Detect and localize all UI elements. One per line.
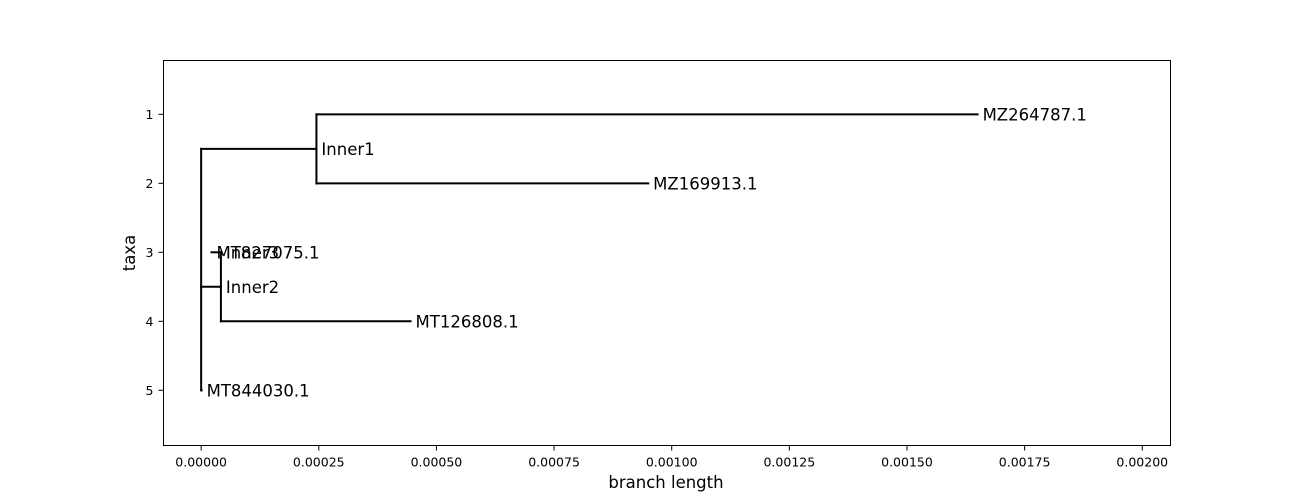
y-tick-label: 5 — [146, 383, 154, 398]
plot-area — [163, 60, 1171, 446]
x-tick-label: 0.00075 — [528, 455, 580, 470]
x-axis-ticks: 0.00000 0.00025 0.00050 0.00075 0.00100 0.001… — [175, 445, 1168, 470]
node-label-Inner2: Inner2 — [226, 278, 279, 297]
y-axis-label: taxa — [120, 235, 139, 271]
node-label-MT126808.1: MT126808.1 — [416, 312, 519, 331]
node-label-MZ169913.1: MZ169913.1 — [653, 174, 757, 193]
node-label-MZ264787.1: MZ264787.1 — [983, 105, 1087, 124]
x-tick-label: 0.00000 — [175, 455, 227, 470]
node-label-Inner3: Inner3 — [226, 243, 279, 262]
x-tick-label: 0.00150 — [881, 455, 933, 470]
y-tick-label: 4 — [146, 314, 154, 329]
node-label-MT827075.1: MT827075.1 — [216, 243, 319, 262]
y-tick-label: 2 — [146, 176, 154, 191]
x-tick-label: 0.00025 — [293, 455, 345, 470]
node-label-Inner1: Inner1 — [321, 140, 374, 159]
x-axis-label: branch length — [608, 473, 723, 492]
y-axis-ticks: 1 2 3 4 5 — [146, 107, 164, 398]
x-tick-label: 0.00175 — [999, 455, 1051, 470]
y-tick-label: 3 — [146, 245, 154, 260]
node-labels: Inner1MZ264787.1MZ169913.1Inner2Inner3MT… — [207, 105, 1087, 400]
branches — [200, 113, 979, 392]
y-tick-label: 1 — [146, 107, 154, 122]
node-label-MT844030.1: MT844030.1 — [207, 381, 310, 400]
x-tick-label: 0.00050 — [411, 455, 463, 470]
x-tick-label: 0.00200 — [1116, 455, 1168, 470]
x-tick-label: 0.00125 — [763, 455, 815, 470]
x-tick-label: 0.00100 — [646, 455, 698, 470]
